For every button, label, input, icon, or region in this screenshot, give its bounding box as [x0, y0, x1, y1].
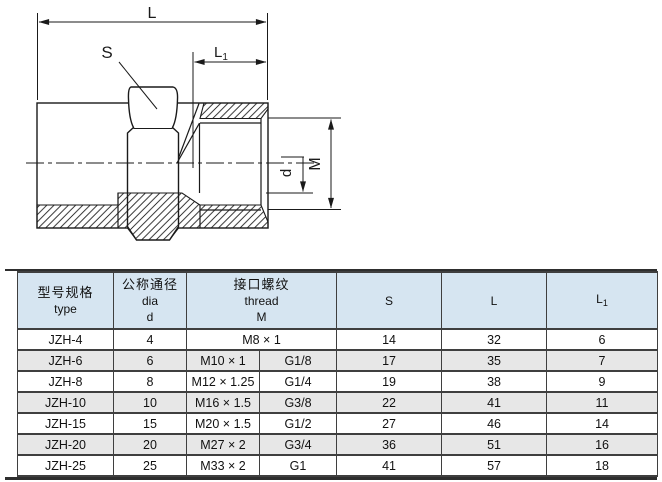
- internal-lines: [117, 103, 262, 211]
- col-header-l1-label: L1: [548, 291, 657, 311]
- col-header-dia-en: dia: [141, 293, 158, 308]
- cell-l: 41: [441, 391, 548, 414]
- cell-dia: 6: [113, 349, 187, 372]
- table-row: JZH-15 15 M20 × 1.5 G1/2 27 46 14: [17, 412, 659, 435]
- section-hatching: [36, 102, 269, 241]
- cell-type: JZH-8: [17, 370, 114, 393]
- cell-l: 51: [441, 433, 548, 456]
- col-header-thread-sym: M: [256, 309, 267, 324]
- cell-dia: 25: [113, 454, 187, 477]
- spec-table: 型号规格 type 公称通径 dia d 接口螺纹 thread M S L: [17, 271, 659, 477]
- cell-thread-g: G1/4: [258, 370, 338, 393]
- cell-dia: 8: [113, 370, 187, 393]
- cell-thread-m: M10 × 1: [186, 349, 260, 372]
- cell-l1: 18: [546, 454, 659, 477]
- label-L1-main: L: [214, 44, 222, 61]
- col-header-s: S: [336, 271, 443, 330]
- cell-l: 57: [441, 454, 548, 477]
- cell-thread-g: G1/2: [258, 412, 338, 435]
- inner-cone-line: [176, 122, 201, 164]
- cell-l1: 7: [546, 349, 659, 372]
- cell-type: JZH-10: [17, 391, 114, 414]
- cell-l1: 6: [546, 328, 659, 351]
- label-L: L: [148, 5, 157, 22]
- col-header-thread-zh: 接口螺纹: [233, 276, 290, 292]
- cell-s: 36: [336, 433, 443, 456]
- cell-thread-m: M27 × 2: [186, 433, 260, 456]
- hatch-middle-bottom-wall: [117, 192, 201, 241]
- table-row: JZH-25 25 M33 × 2 G1 41 57 18: [17, 454, 659, 477]
- leader-line-S: [118, 61, 158, 110]
- table-row: JZH-8 8 M12 × 1.25 G1/4 19 38 9: [17, 370, 659, 393]
- col-header-thread-en: thread: [244, 293, 279, 308]
- cell-thread-g: G3/8: [258, 391, 338, 414]
- col-header-thread: 接口螺纹 thread M: [185, 271, 338, 330]
- cell-thread-g: G1: [258, 454, 338, 477]
- cell-s: 27: [336, 412, 443, 435]
- label-d: d: [278, 169, 295, 177]
- cell-thread-m: M12 × 1.25: [186, 370, 260, 393]
- col-header-dia: 公称通径 dia d: [113, 271, 187, 330]
- col-header-l1-main: L: [596, 291, 603, 306]
- hatch-socket-top-wall: [199, 102, 269, 120]
- col-header-l1: L1: [546, 271, 659, 330]
- spec-table-head: 型号规格 type 公称通径 dia d 接口螺纹 thread M S L: [17, 271, 659, 330]
- col-header-dia-sym: d: [146, 309, 154, 324]
- cell-s: 14: [336, 328, 443, 351]
- cell-dia: 10: [113, 391, 187, 414]
- cell-s: 19: [336, 370, 443, 393]
- cell-type: JZH-4: [17, 328, 114, 351]
- label-M: M: [307, 157, 324, 170]
- spec-table-body: JZH-4 4 M8 × 1 14 32 6 JZH-6 6 M10 × 1 G1/8 17 35 7 J…: [17, 328, 659, 477]
- cell-type: JZH-25: [17, 454, 114, 477]
- cell-thread-m: M33 × 2: [186, 454, 260, 477]
- cell-thread-m: M16 × 1.5: [186, 391, 260, 414]
- col-header-dia-zh: 公称通径: [121, 276, 178, 292]
- col-header-l: L: [441, 271, 548, 330]
- outer-cone-line: [177, 103, 200, 159]
- cell-thread-g: G3/4: [258, 433, 338, 456]
- table-row: JZH-6 6 M10 × 1 G1/8 17 35 7: [17, 349, 659, 372]
- col-header-type: 型号规格 type: [17, 271, 114, 330]
- label-L1-sub: 1: [222, 52, 228, 63]
- cell-l: 35: [441, 349, 548, 372]
- col-header-l-label: L: [490, 293, 498, 308]
- label-S: S: [101, 43, 112, 62]
- col-header-type-zh: 型号规格: [37, 284, 94, 300]
- col-header-s-label: S: [385, 293, 394, 308]
- cell-dia: 20: [113, 433, 187, 456]
- cell-dia: 15: [113, 412, 187, 435]
- cell-s: 41: [336, 454, 443, 477]
- table-row: JZH-20 20 M27 × 2 G3/4 36 51 16: [17, 433, 659, 456]
- cell-thread-m: M8 × 1: [185, 328, 338, 351]
- cell-l: 38: [441, 370, 548, 393]
- spec-table-wrap: 型号规格 type 公称通径 dia d 接口螺纹 thread M S L: [5, 269, 659, 480]
- cell-l1: 14: [546, 412, 659, 435]
- cell-thread-m: M20 × 1.5: [186, 412, 260, 435]
- cell-s: 22: [336, 391, 443, 414]
- table-row: JZH-4 4 M8 × 1 14 32 6: [17, 328, 659, 351]
- hatch-left-bottom-wall: [36, 204, 119, 229]
- cell-dia: 4: [113, 328, 187, 351]
- dimensions: [37, 13, 341, 210]
- cell-l1: 9: [546, 370, 659, 393]
- table-row: JZH-10 10 M16 × 1.5 G3/8 22 41 11: [17, 391, 659, 414]
- cell-l1: 16: [546, 433, 659, 456]
- cell-type: JZH-20: [17, 433, 114, 456]
- cell-l: 32: [441, 328, 548, 351]
- dimension-labels: L S L1 d M: [101, 5, 324, 177]
- hatch-socket-bottom-wall: [199, 204, 269, 229]
- cell-l: 46: [441, 412, 548, 435]
- col-header-type-en: type: [54, 301, 77, 316]
- col-header-l1-sub: 1: [602, 297, 608, 308]
- label-L1: L1: [214, 44, 228, 63]
- cell-thread-g: G1/8: [258, 349, 338, 372]
- header-row: 型号规格 type 公称通径 dia d 接口螺纹 thread M S L: [17, 271, 659, 330]
- cell-type: JZH-6: [17, 349, 114, 372]
- cell-type: JZH-15: [17, 412, 114, 435]
- fitting-technical-drawing: L S L1 d M: [26, 5, 341, 241]
- cell-l1: 11: [546, 391, 659, 414]
- cell-s: 17: [336, 349, 443, 372]
